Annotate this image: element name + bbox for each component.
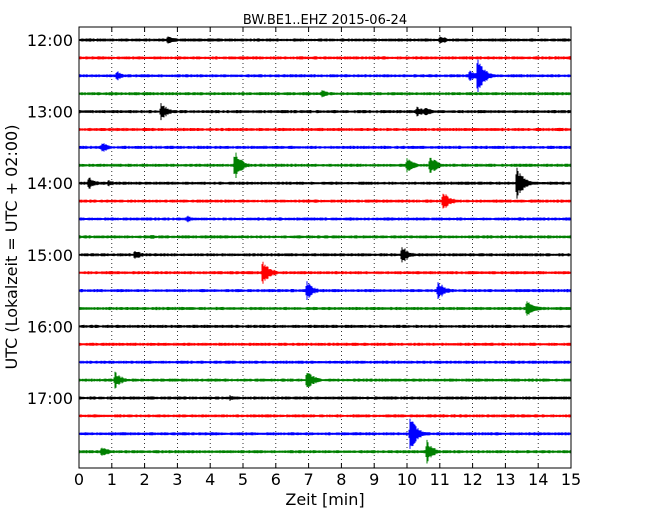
x-axis: 0 1 2 3 4 5 6 7 8 9 10 11 12 13 14 15 <box>74 27 581 489</box>
y-tick-label: 12:00 <box>27 31 73 50</box>
seismic-trace <box>78 324 572 328</box>
x-tick-label: 4 <box>205 470 215 489</box>
seismic-trace <box>78 261 572 284</box>
x-tick-label: 8 <box>336 470 346 489</box>
x-tick-label: 14 <box>528 470 548 489</box>
seismic-trace <box>78 247 572 263</box>
seismic-trace <box>78 281 572 300</box>
y-axis: 12:00 13:00 14:00 15:00 16:00 17:00 <box>27 31 84 408</box>
seismic-trace <box>78 36 572 44</box>
seismic-trace <box>78 301 572 316</box>
seismic-trace <box>78 371 572 389</box>
y-axis-label: UTC (Lokalzeit = UTC + 02:00) <box>2 125 21 370</box>
y-tick-label: 17:00 <box>27 389 73 408</box>
x-tick-label: 9 <box>369 470 379 489</box>
x-axis-label: Zeit [min] <box>285 490 364 509</box>
y-tick-label: 16:00 <box>27 317 73 336</box>
x-tick-label: 0 <box>74 470 84 489</box>
seismic-trace <box>78 414 572 418</box>
trace-group <box>78 36 572 464</box>
x-tick-label: 6 <box>271 470 281 489</box>
x-tick-label: 15 <box>561 470 581 489</box>
seismic-trace <box>78 360 572 364</box>
plot-frame <box>78 26 572 469</box>
seismic-trace <box>78 54 572 61</box>
seismic-trace <box>78 193 572 209</box>
seismic-trace <box>78 143 572 152</box>
y-tick-label: 13:00 <box>27 103 73 122</box>
seismic-trace <box>78 395 572 401</box>
x-tick-label: 5 <box>238 470 248 489</box>
seismic-trace <box>78 152 572 178</box>
x-tick-label: 7 <box>304 470 314 489</box>
x-tick-label: 10 <box>397 470 417 489</box>
x-tick-label: 12 <box>462 470 482 489</box>
seismic-trace <box>78 235 572 239</box>
seismic-trace <box>78 127 572 132</box>
y-tick-label: 14:00 <box>27 174 73 193</box>
y-tick-label: 15:00 <box>27 246 73 265</box>
seismic-trace <box>78 59 572 92</box>
seismic-trace <box>78 418 572 449</box>
x-tick-label: 11 <box>430 470 450 489</box>
x-tick-label: 3 <box>172 470 182 489</box>
seismic-trace <box>78 167 572 199</box>
seismic-trace <box>78 215 572 223</box>
seismic-trace <box>78 342 572 346</box>
seismic-trace <box>78 103 572 121</box>
seismic-trace <box>78 90 572 98</box>
chart-title: BW.BE1..EHZ 2015-06-24 <box>243 13 407 28</box>
x-tick-label: 1 <box>107 470 117 489</box>
x-tick-label: 13 <box>495 470 515 489</box>
vertical-grid <box>111 27 539 468</box>
x-tick-label: 2 <box>140 470 150 489</box>
seismic-trace <box>78 439 572 464</box>
